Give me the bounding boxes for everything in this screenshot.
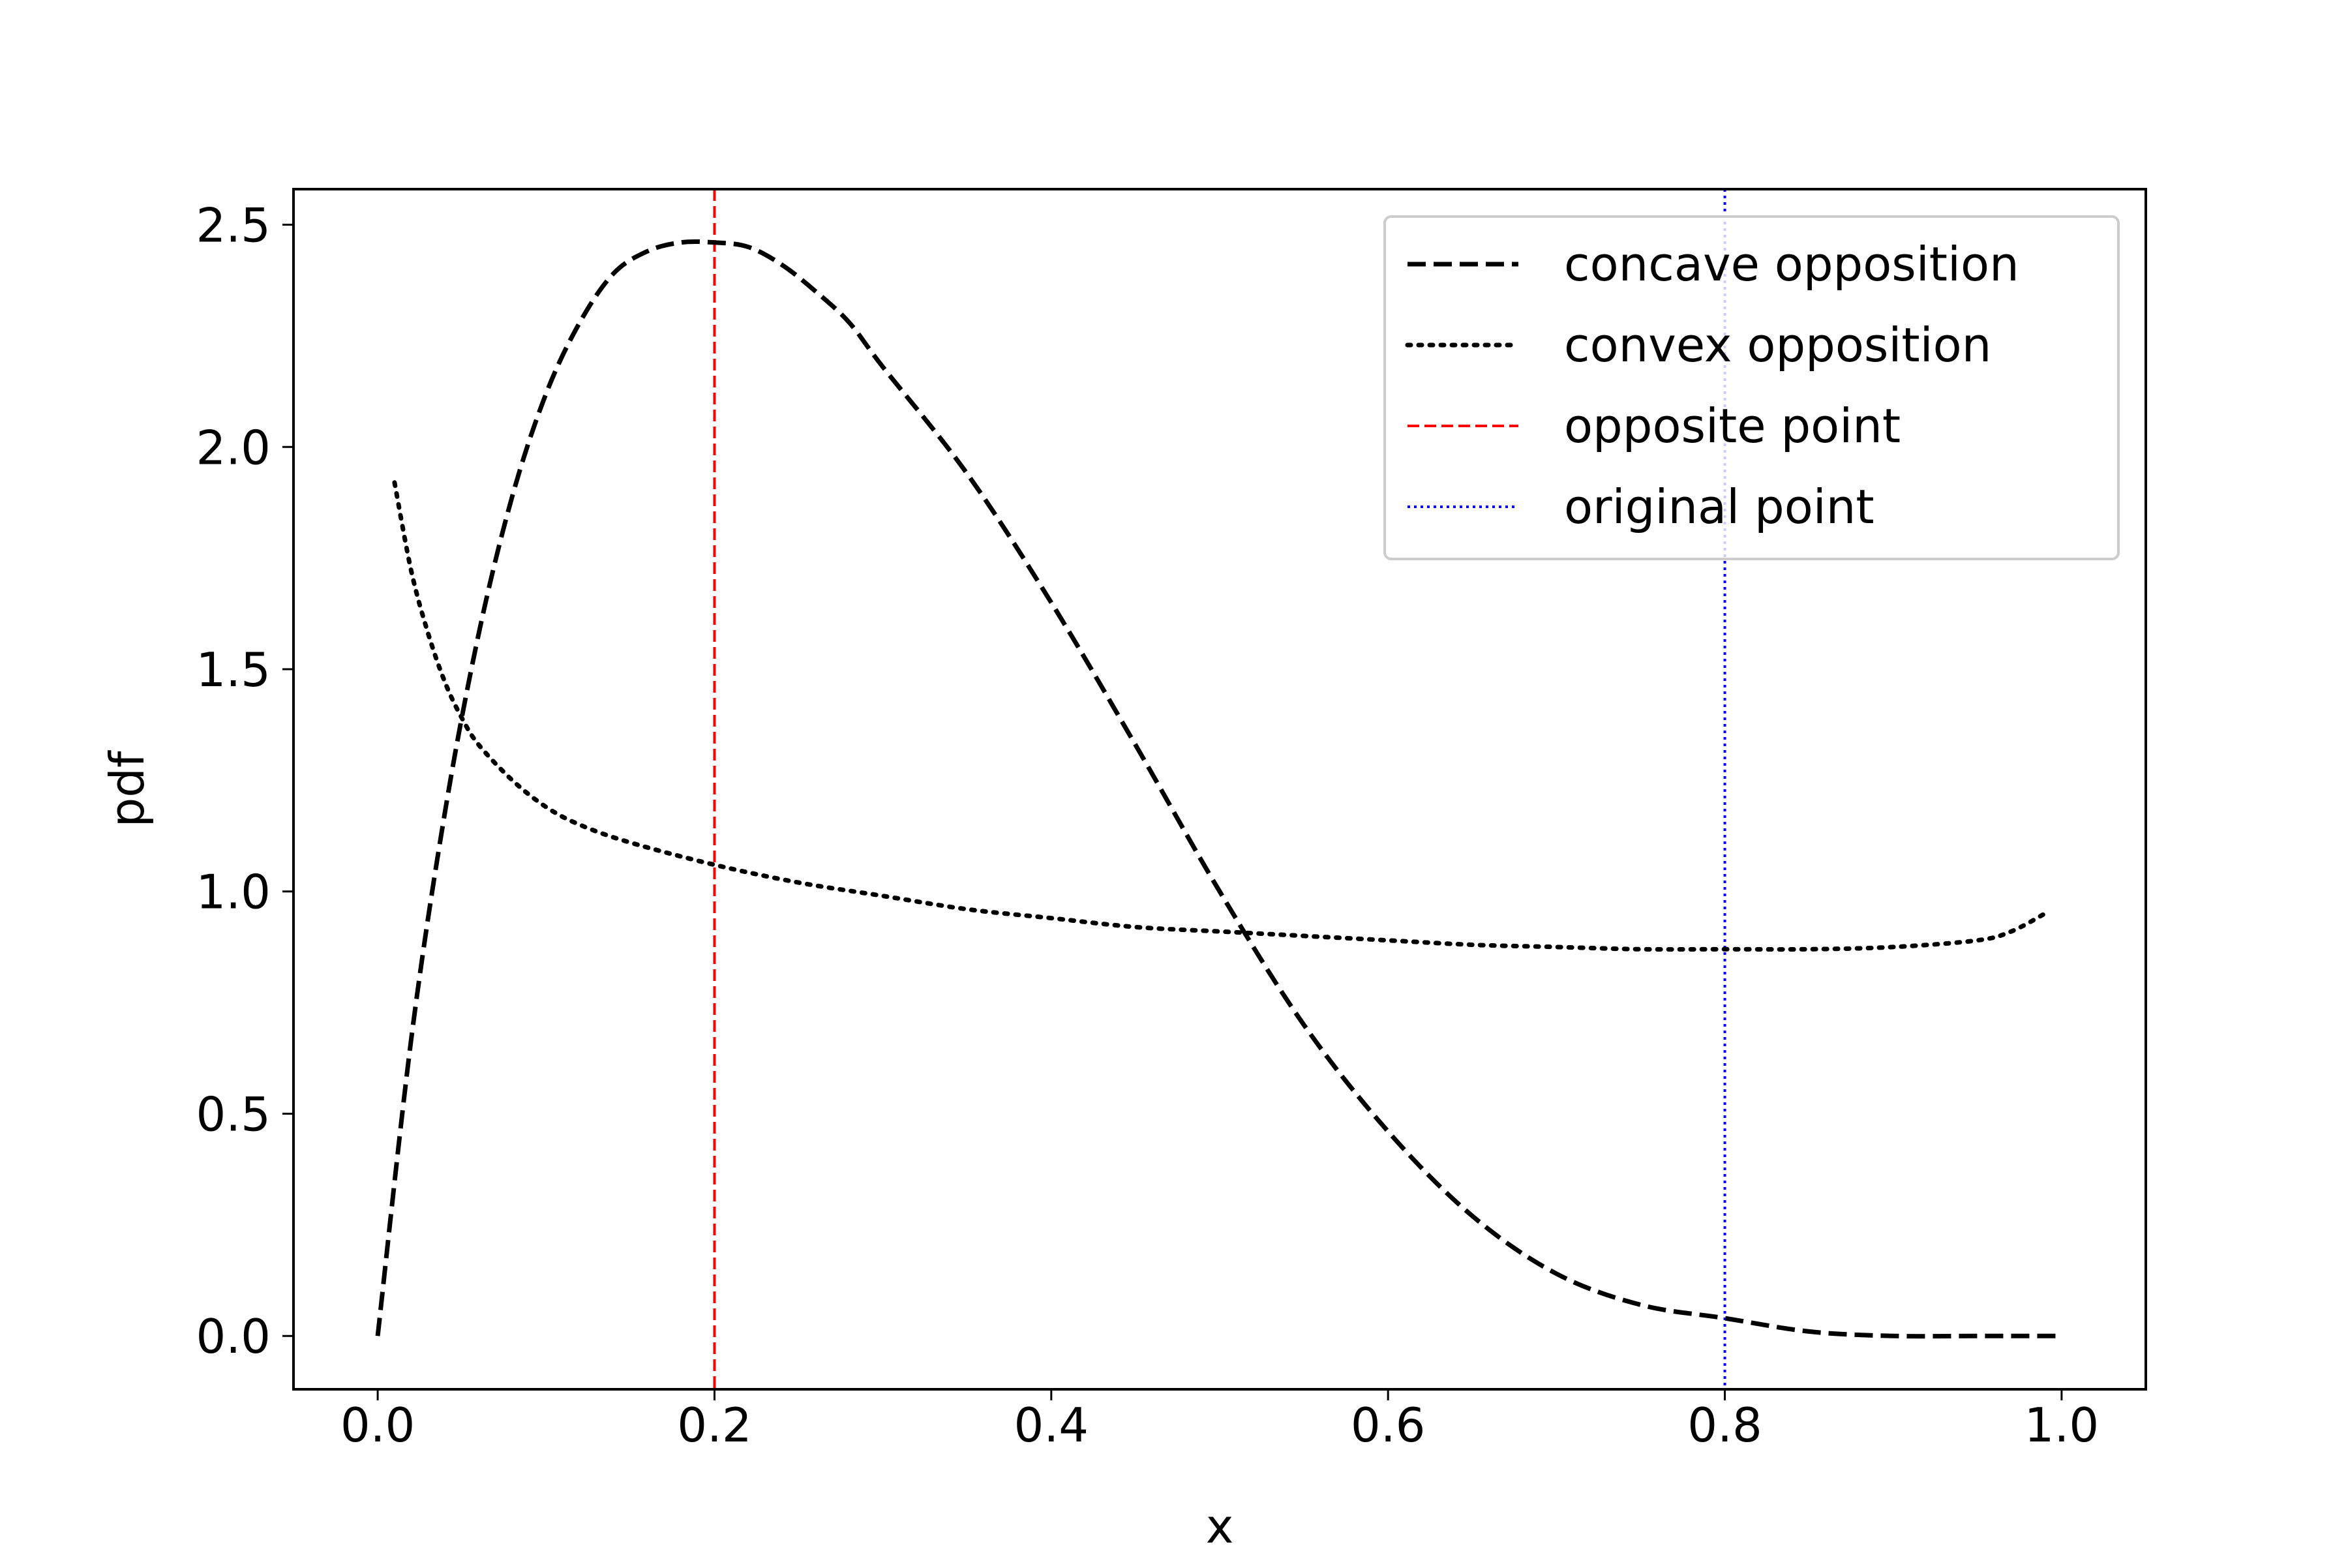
y-tick-label: 2.0: [196, 420, 271, 475]
y-axis-label: pdf: [100, 750, 155, 827]
series-line-convex-opposition: [392, 480, 2047, 952]
y-tick-label: 0.0: [196, 1309, 271, 1364]
legend-label: opposite point: [1564, 399, 1901, 453]
x-tick-label: 1.0: [2024, 1398, 2100, 1453]
x-tick-label: 0.2: [677, 1398, 752, 1453]
legend-box: [1383, 215, 2120, 560]
legend-label: original point: [1564, 479, 1874, 534]
y-tick-label: 1.0: [196, 865, 271, 920]
axes-frame: [292, 188, 2147, 1391]
x-axis-label: x: [1206, 1499, 1234, 1554]
x-tick-label: 0.8: [1687, 1398, 1762, 1453]
legend-label: convex opposition: [1564, 318, 1991, 372]
y-tick-label: 2.5: [196, 198, 271, 253]
plot-content: [375, 189, 2062, 1389]
y-tick-label: 0.5: [196, 1087, 271, 1141]
y-tick-label: 1.5: [196, 642, 271, 697]
x-tick-label: 0.0: [340, 1398, 415, 1453]
x-tick-label: 0.4: [1014, 1398, 1089, 1453]
legend: concave opposition convex opposition oppos…: [1383, 215, 2120, 560]
series-line-concave-opposition: [375, 239, 2062, 1339]
x-tick-label: 0.6: [1351, 1398, 1426, 1453]
legend-label: concave opposition: [1564, 237, 2019, 292]
